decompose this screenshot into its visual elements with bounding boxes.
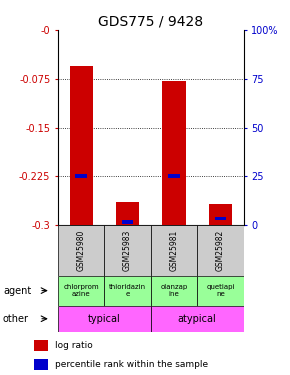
Text: GSM25981: GSM25981 (169, 230, 179, 271)
Title: GDS775 / 9428: GDS775 / 9428 (98, 15, 203, 29)
Bar (58, 276, 104, 306)
Text: GSM25983: GSM25983 (123, 230, 132, 271)
Bar (168, 174, 180, 178)
Bar (151, 276, 197, 306)
Bar (162, 81, 186, 225)
Text: typical: typical (88, 314, 121, 324)
Text: agent: agent (3, 286, 31, 296)
Bar (209, 204, 232, 225)
Text: thioridazin
e: thioridazin e (109, 284, 146, 297)
Text: GSM25982: GSM25982 (216, 230, 225, 271)
Bar (197, 225, 244, 276)
Text: other: other (3, 314, 29, 324)
Text: quetiapi
ne: quetiapi ne (206, 284, 235, 297)
Bar (151, 306, 244, 332)
Bar (151, 225, 197, 276)
Bar (215, 216, 226, 220)
Bar (58, 306, 151, 332)
Bar (75, 174, 87, 178)
Bar (70, 66, 93, 225)
Text: olanzap
ine: olanzap ine (160, 284, 188, 297)
Text: percentile rank within the sample: percentile rank within the sample (55, 360, 208, 369)
Bar (104, 225, 151, 276)
Bar (104, 276, 151, 306)
Text: atypical: atypical (178, 314, 217, 324)
Text: log ratio: log ratio (55, 341, 92, 350)
Bar (34, 359, 48, 370)
Bar (122, 220, 133, 224)
Bar (58, 225, 104, 276)
Text: GSM25980: GSM25980 (77, 230, 86, 271)
Bar (34, 340, 48, 351)
Bar (197, 276, 244, 306)
Bar (116, 202, 139, 225)
Text: chlorprom
azine: chlorprom azine (64, 284, 99, 297)
